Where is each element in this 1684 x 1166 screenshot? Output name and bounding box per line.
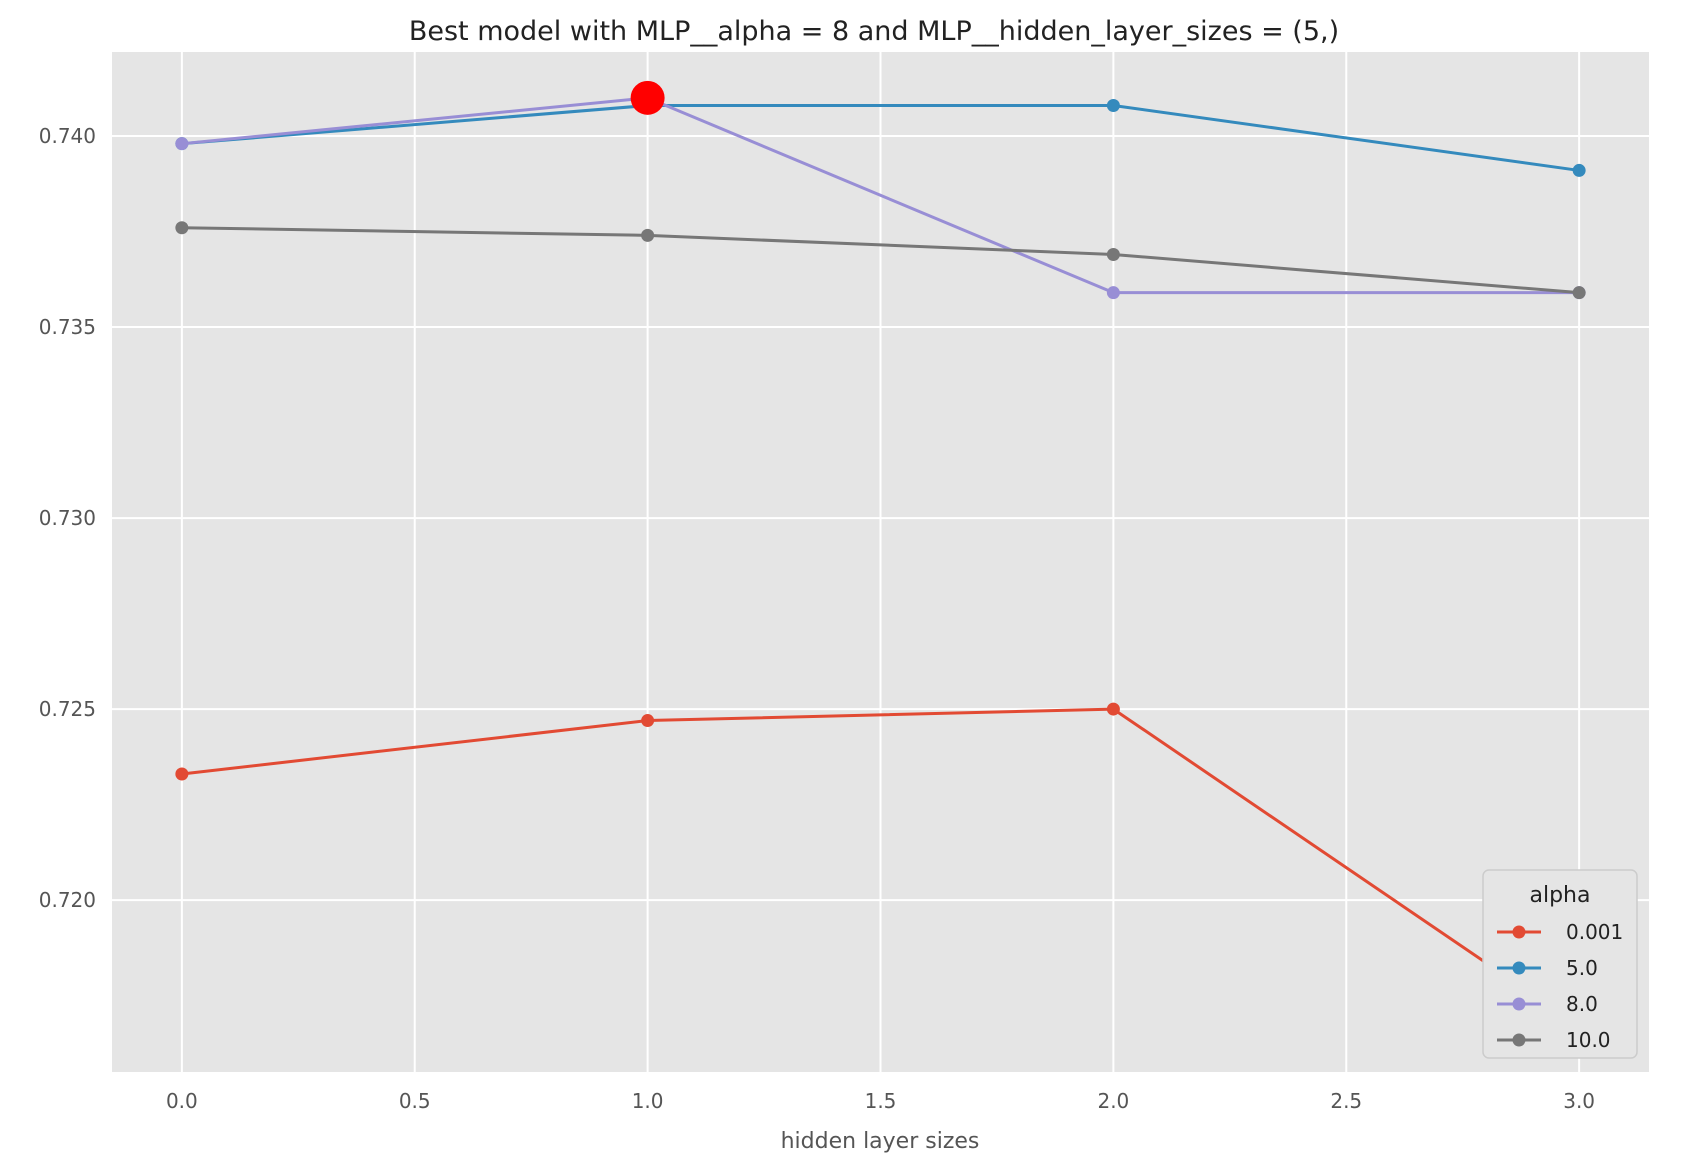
x-tick-label: 1.0 (632, 1089, 664, 1113)
legend-label: 8.0 (1566, 992, 1598, 1016)
legend: alpha 0.001 5.0 8.0 10.0 (1482, 869, 1638, 1059)
legend-title: alpha (1530, 883, 1591, 908)
series-8-0-point (175, 137, 189, 151)
best-model-marker-layer (630, 80, 665, 115)
x-tick-label: 3.0 (1563, 1089, 1595, 1113)
series-layer (175, 91, 1586, 1033)
y-tick-label: 0.740 (39, 124, 96, 148)
legend-label: 10.0 (1566, 1028, 1611, 1052)
series-10-0-line (181, 226, 1580, 295)
x-tick-label: 2.5 (1330, 1089, 1362, 1113)
series-8-0-point (1106, 286, 1120, 300)
grid (112, 52, 1649, 1072)
series-5-0-line (181, 103, 1580, 172)
x-axis-ticks: 0.0 0.5 1.0 1.5 2.0 2.5 3.0 (166, 1089, 1595, 1113)
series-0-001-line (181, 707, 1580, 1028)
series-0-001-point (175, 767, 189, 781)
legend-label: 0.001 (1566, 920, 1623, 944)
legend-label: 5.0 (1566, 956, 1598, 980)
y-axis-ticks: 0.720 0.725 0.730 0.735 0.740 (39, 124, 96, 912)
y-tick-label: 0.730 (39, 506, 96, 530)
chart-title: Best model with MLP__alpha = 8 and MLP__… (409, 16, 1339, 47)
series-10-0-point (1572, 286, 1586, 300)
legend-items: 0.001 5.0 8.0 10.0 (1497, 920, 1623, 1052)
legend-swatch-marker (1512, 1033, 1526, 1047)
x-tick-label: 0.0 (166, 1089, 198, 1113)
x-tick-label: 0.5 (399, 1089, 431, 1113)
best-model-marker (630, 80, 665, 115)
legend-box (1482, 869, 1638, 1059)
series-0-001-point (641, 714, 655, 728)
legend-swatch-marker (1512, 925, 1526, 939)
y-tick-label: 0.725 (39, 697, 96, 721)
legend-swatch-marker (1512, 997, 1526, 1011)
series-10-0-point (1106, 247, 1120, 261)
x-tick-label: 2.0 (1097, 1089, 1129, 1113)
series-5-0-point (1106, 98, 1120, 112)
x-tick-label: 1.5 (865, 1089, 897, 1113)
x-axis-label: hidden layer sizes (781, 1129, 980, 1154)
series-0-001-point (1106, 702, 1120, 716)
legend-swatch-marker (1512, 961, 1526, 975)
y-tick-label: 0.735 (39, 315, 96, 339)
series-8-0-line (181, 96, 1580, 295)
series-10-0-point (175, 221, 189, 235)
y-tick-label: 0.720 (39, 888, 96, 912)
series-10-0-point (641, 228, 655, 242)
series-5-0-point (1572, 163, 1586, 177)
